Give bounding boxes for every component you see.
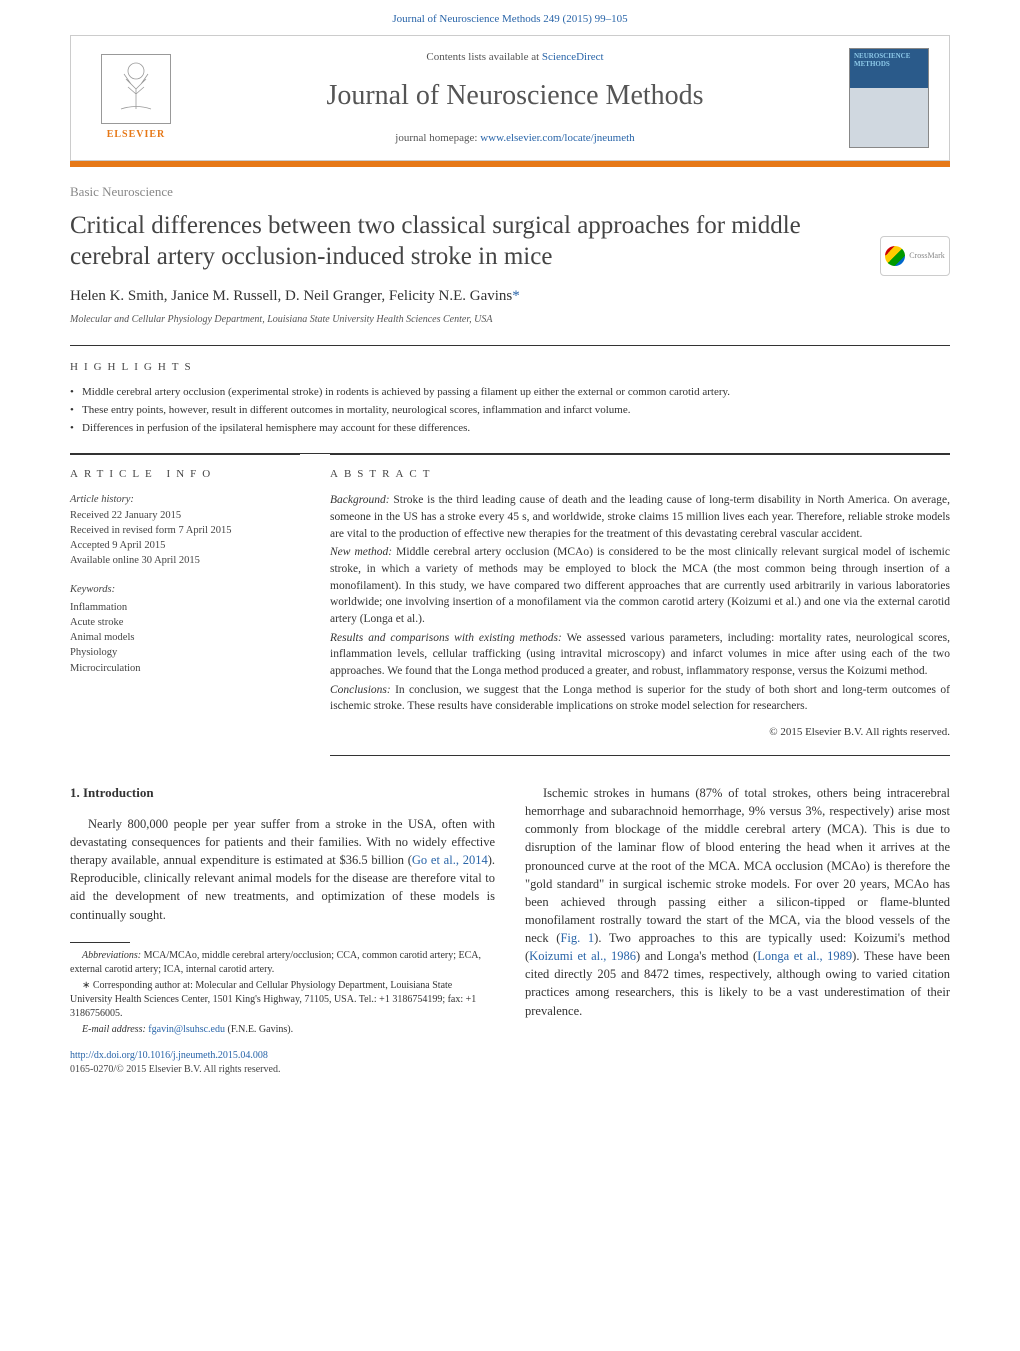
homepage-prefix: journal homepage: [395, 132, 480, 144]
article-history: Article history: Received 22 January 201… [70, 492, 300, 675]
crossmark-label: CrossMark [909, 250, 945, 261]
history-line: Available online 30 April 2015 [70, 553, 300, 568]
author-list: Helen K. Smith, Janice M. Russell, D. Ne… [70, 288, 512, 304]
keyword: Inflammation [70, 600, 300, 615]
citation-link[interactable]: Go et al., 2014 [412, 853, 488, 867]
history-line: Accepted 9 April 2015 [70, 538, 300, 553]
affiliation: Molecular and Cellular Physiology Depart… [70, 313, 950, 327]
homepage-link[interactable]: www.elsevier.com/locate/jneumeth [480, 132, 634, 144]
issn-copyright: 0165-0270/© 2015 Elsevier B.V. All right… [70, 1063, 495, 1078]
corresponding-marker: * [512, 288, 520, 304]
body-column-left: 1. Introduction Nearly 800,000 people pe… [70, 784, 495, 1078]
keyword: Physiology [70, 645, 300, 660]
abstract-results-label: Results and comparisons with existing me… [330, 632, 562, 644]
abstract-copyright: © 2015 Elsevier B.V. All rights reserved… [330, 725, 950, 741]
email-label: E-mail address: [82, 1024, 146, 1035]
footnotes: Abbreviations: MCA/MCAo, middle cerebral… [70, 949, 495, 1037]
history-line: Received 22 January 2015 [70, 508, 300, 523]
highlights-heading: HIGHLIGHTS [70, 360, 950, 375]
authors: Helen K. Smith, Janice M. Russell, D. Ne… [70, 286, 950, 307]
text: ) and Longa's method ( [636, 949, 757, 963]
citation-link[interactable]: Longa et al., 1989 [757, 949, 852, 963]
article-section: Basic Neuroscience [70, 183, 950, 201]
highlight-item: These entry points, however, result in d… [70, 403, 950, 418]
highlight-item: Middle cerebral artery occlusion (experi… [70, 385, 950, 400]
abstract-bg: Stroke is the third leading cause of dea… [330, 494, 950, 539]
header-citation: Journal of Neuroscience Methods 249 (201… [0, 0, 1020, 35]
rule [70, 345, 950, 346]
abstract-method-label: New method: [330, 546, 392, 558]
article-info-heading: ARTICLE INFO [70, 454, 300, 482]
header-center: Contents lists available at ScienceDirec… [181, 50, 849, 146]
keyword: Microcirculation [70, 661, 300, 676]
publisher-name: ELSEVIER [107, 128, 166, 142]
intro-paragraph: Nearly 800,000 people per year suffer fr… [70, 815, 495, 924]
intro-heading: 1. Introduction [70, 784, 495, 803]
cover-title: NEUROSCIENCE METHODS [850, 49, 928, 72]
abstract-body: Background: Stroke is the third leading … [330, 492, 950, 741]
body-column-right: Ischemic strokes in humans (87% of total… [525, 784, 950, 1078]
email-link[interactable]: fgavin@lsuhsc.edu [146, 1024, 225, 1035]
history-label: Article history: [70, 492, 300, 507]
elsevier-tree-icon [101, 54, 171, 124]
crossmark-badge[interactable]: CrossMark [880, 236, 950, 276]
figure-link[interactable]: Fig. 1 [560, 931, 594, 945]
contents-line: Contents lists available at ScienceDirec… [181, 50, 849, 65]
journal-name: Journal of Neuroscience Methods [181, 76, 849, 115]
rule [330, 755, 950, 756]
highlight-item: Differences in perfusion of the ipsilate… [70, 421, 950, 436]
doi-link[interactable]: http://dx.doi.org/10.1016/j.jneumeth.201… [70, 1049, 495, 1064]
publisher-logo: ELSEVIER [91, 48, 181, 148]
keywords-label: Keywords: [70, 582, 300, 597]
intro-paragraph: Ischemic strokes in humans (87% of total… [525, 784, 950, 1020]
homepage-line: journal homepage: www.elsevier.com/locat… [181, 131, 849, 146]
abstract-conclusions: In conclusion, we suggest that the Longa… [330, 684, 950, 713]
contents-prefix: Contents lists available at [426, 51, 541, 63]
abstract-heading: ABSTRACT [330, 454, 950, 482]
corr-label: ∗ Corresponding author at: [82, 980, 193, 991]
history-line: Received in revised form 7 April 2015 [70, 523, 300, 538]
highlights-list: Middle cerebral artery occlusion (experi… [70, 385, 950, 453]
abbrev-label: Abbreviations: [82, 950, 141, 961]
abstract-bg-label: Background: [330, 494, 390, 506]
article-title: Critical differences between two classic… [70, 210, 950, 273]
keyword: Acute stroke [70, 615, 300, 630]
journal-cover-thumbnail: NEUROSCIENCE METHODS [849, 48, 929, 148]
abstract-conclusions-label: Conclusions: [330, 684, 391, 696]
text: Ischemic strokes in humans (87% of total… [525, 786, 950, 945]
abstract-method: Middle cerebral artery occlusion (MCAo) … [330, 546, 950, 625]
keyword: Animal models [70, 630, 300, 645]
footnote-rule [70, 942, 130, 943]
header-box: ELSEVIER Contents lists available at Sci… [70, 35, 950, 161]
crossmark-icon [885, 246, 905, 266]
email-who: (F.N.E. Gavins). [225, 1024, 293, 1035]
citation-link[interactable]: Koizumi et al., 1986 [529, 949, 636, 963]
sciencedirect-link[interactable]: ScienceDirect [542, 51, 604, 63]
